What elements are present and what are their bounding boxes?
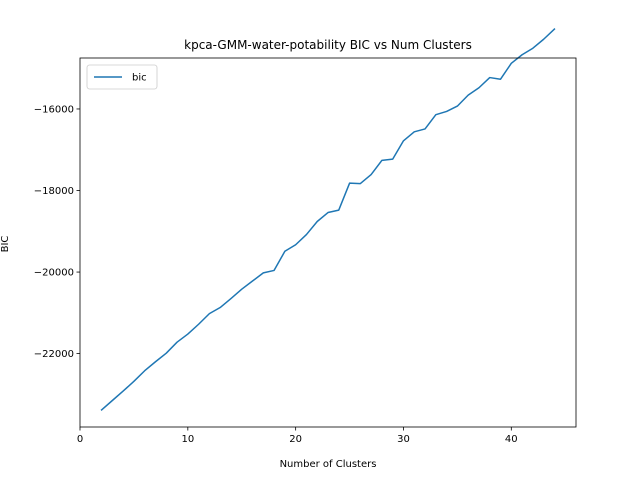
series-line-bic bbox=[100, 27, 556, 411]
y-axis-ticks: −22000 −20000 −18000 −16000 bbox=[34, 104, 80, 360]
plot-background bbox=[80, 58, 576, 427]
x-axis-label: Number of Clusters bbox=[280, 459, 377, 470]
x-tick-label: 0 bbox=[77, 434, 83, 445]
plot-frame bbox=[79, 57, 577, 428]
legend-label: bic bbox=[132, 73, 147, 84]
x-tick-label: 20 bbox=[289, 434, 302, 445]
chart-title: kpca-GMM-water-potability BIC vs Num Clu… bbox=[184, 38, 472, 52]
x-tick-label: 10 bbox=[181, 434, 194, 445]
y-tick-label: −22000 bbox=[34, 349, 74, 360]
x-tick-label: 30 bbox=[397, 434, 410, 445]
y-tick-label: −16000 bbox=[34, 104, 74, 115]
y-tick-label: −18000 bbox=[34, 186, 74, 197]
plot-area bbox=[79, 27, 577, 428]
x-axis-ticks: 0 10 20 30 40 bbox=[77, 427, 518, 445]
y-tick-label: −20000 bbox=[34, 268, 74, 279]
legend: bic bbox=[86, 64, 158, 90]
y-axis-label: BIC bbox=[0, 236, 11, 253]
x-tick-label: 40 bbox=[505, 434, 518, 445]
